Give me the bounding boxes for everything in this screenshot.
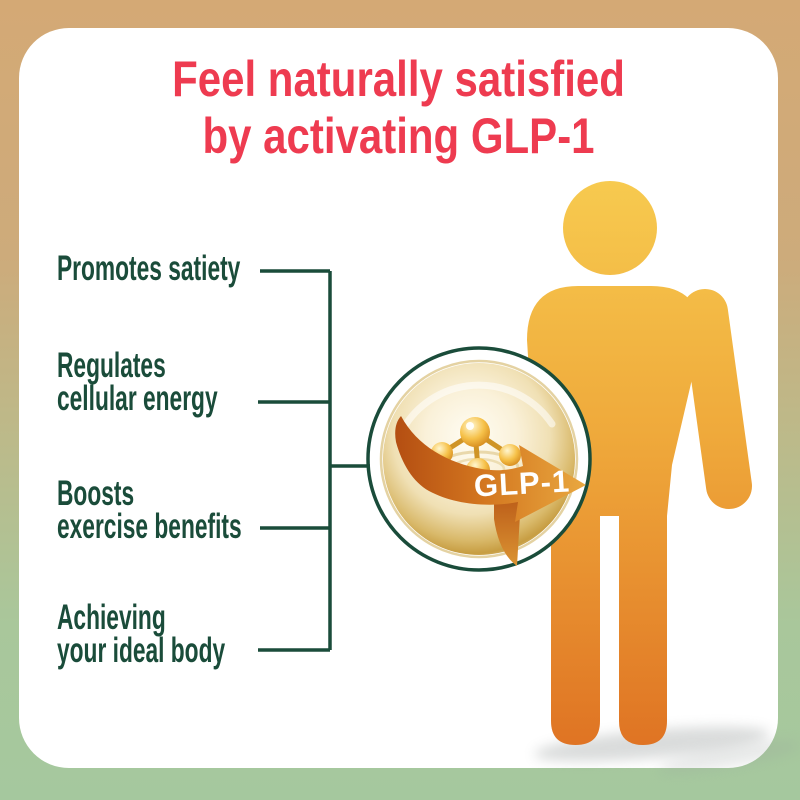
benefit-line: Boosts (57, 474, 135, 513)
person-arm (682, 289, 752, 509)
benefit-promotes-satiety: Promotes satiety (57, 249, 241, 288)
glp1-arrow-icon (395, 416, 586, 522)
figure-shadow (534, 726, 800, 773)
person-leg-right (619, 506, 667, 745)
person-leg-left (551, 506, 600, 745)
benefit-boosts-exercise-benefits: Boosts exercise benefits (57, 474, 242, 546)
glp1-arrow-label: GLP-1 (473, 464, 571, 504)
page-title: Feel naturally satisfied by activating G… (80, 51, 718, 165)
benefit-line: Promotes satiety (57, 249, 241, 288)
bubble-highlight (402, 381, 556, 428)
person-head (563, 181, 657, 275)
benefit-regulates-cellular-energy: Regulates cellular energy (57, 346, 218, 418)
glp1-badge: GLP-1 (366, 346, 592, 572)
benefit-line: exercise benefits (57, 507, 242, 546)
benefit-achieving-ideal-body: Achieving your ideal body (57, 598, 226, 670)
title-line-2: by activating GLP-1 (202, 108, 595, 164)
title-line-1: Feel naturally satisfied (172, 51, 625, 107)
benefit-line: your ideal body (57, 631, 226, 670)
connector-lines (258, 269, 370, 652)
benefit-line: Regulates (57, 346, 166, 385)
arrow-wrap-flap (494, 490, 521, 566)
benefit-line: cellular energy (57, 379, 218, 418)
benefit-line: Achieving (57, 598, 166, 637)
badge-gold-ring (379, 359, 579, 559)
